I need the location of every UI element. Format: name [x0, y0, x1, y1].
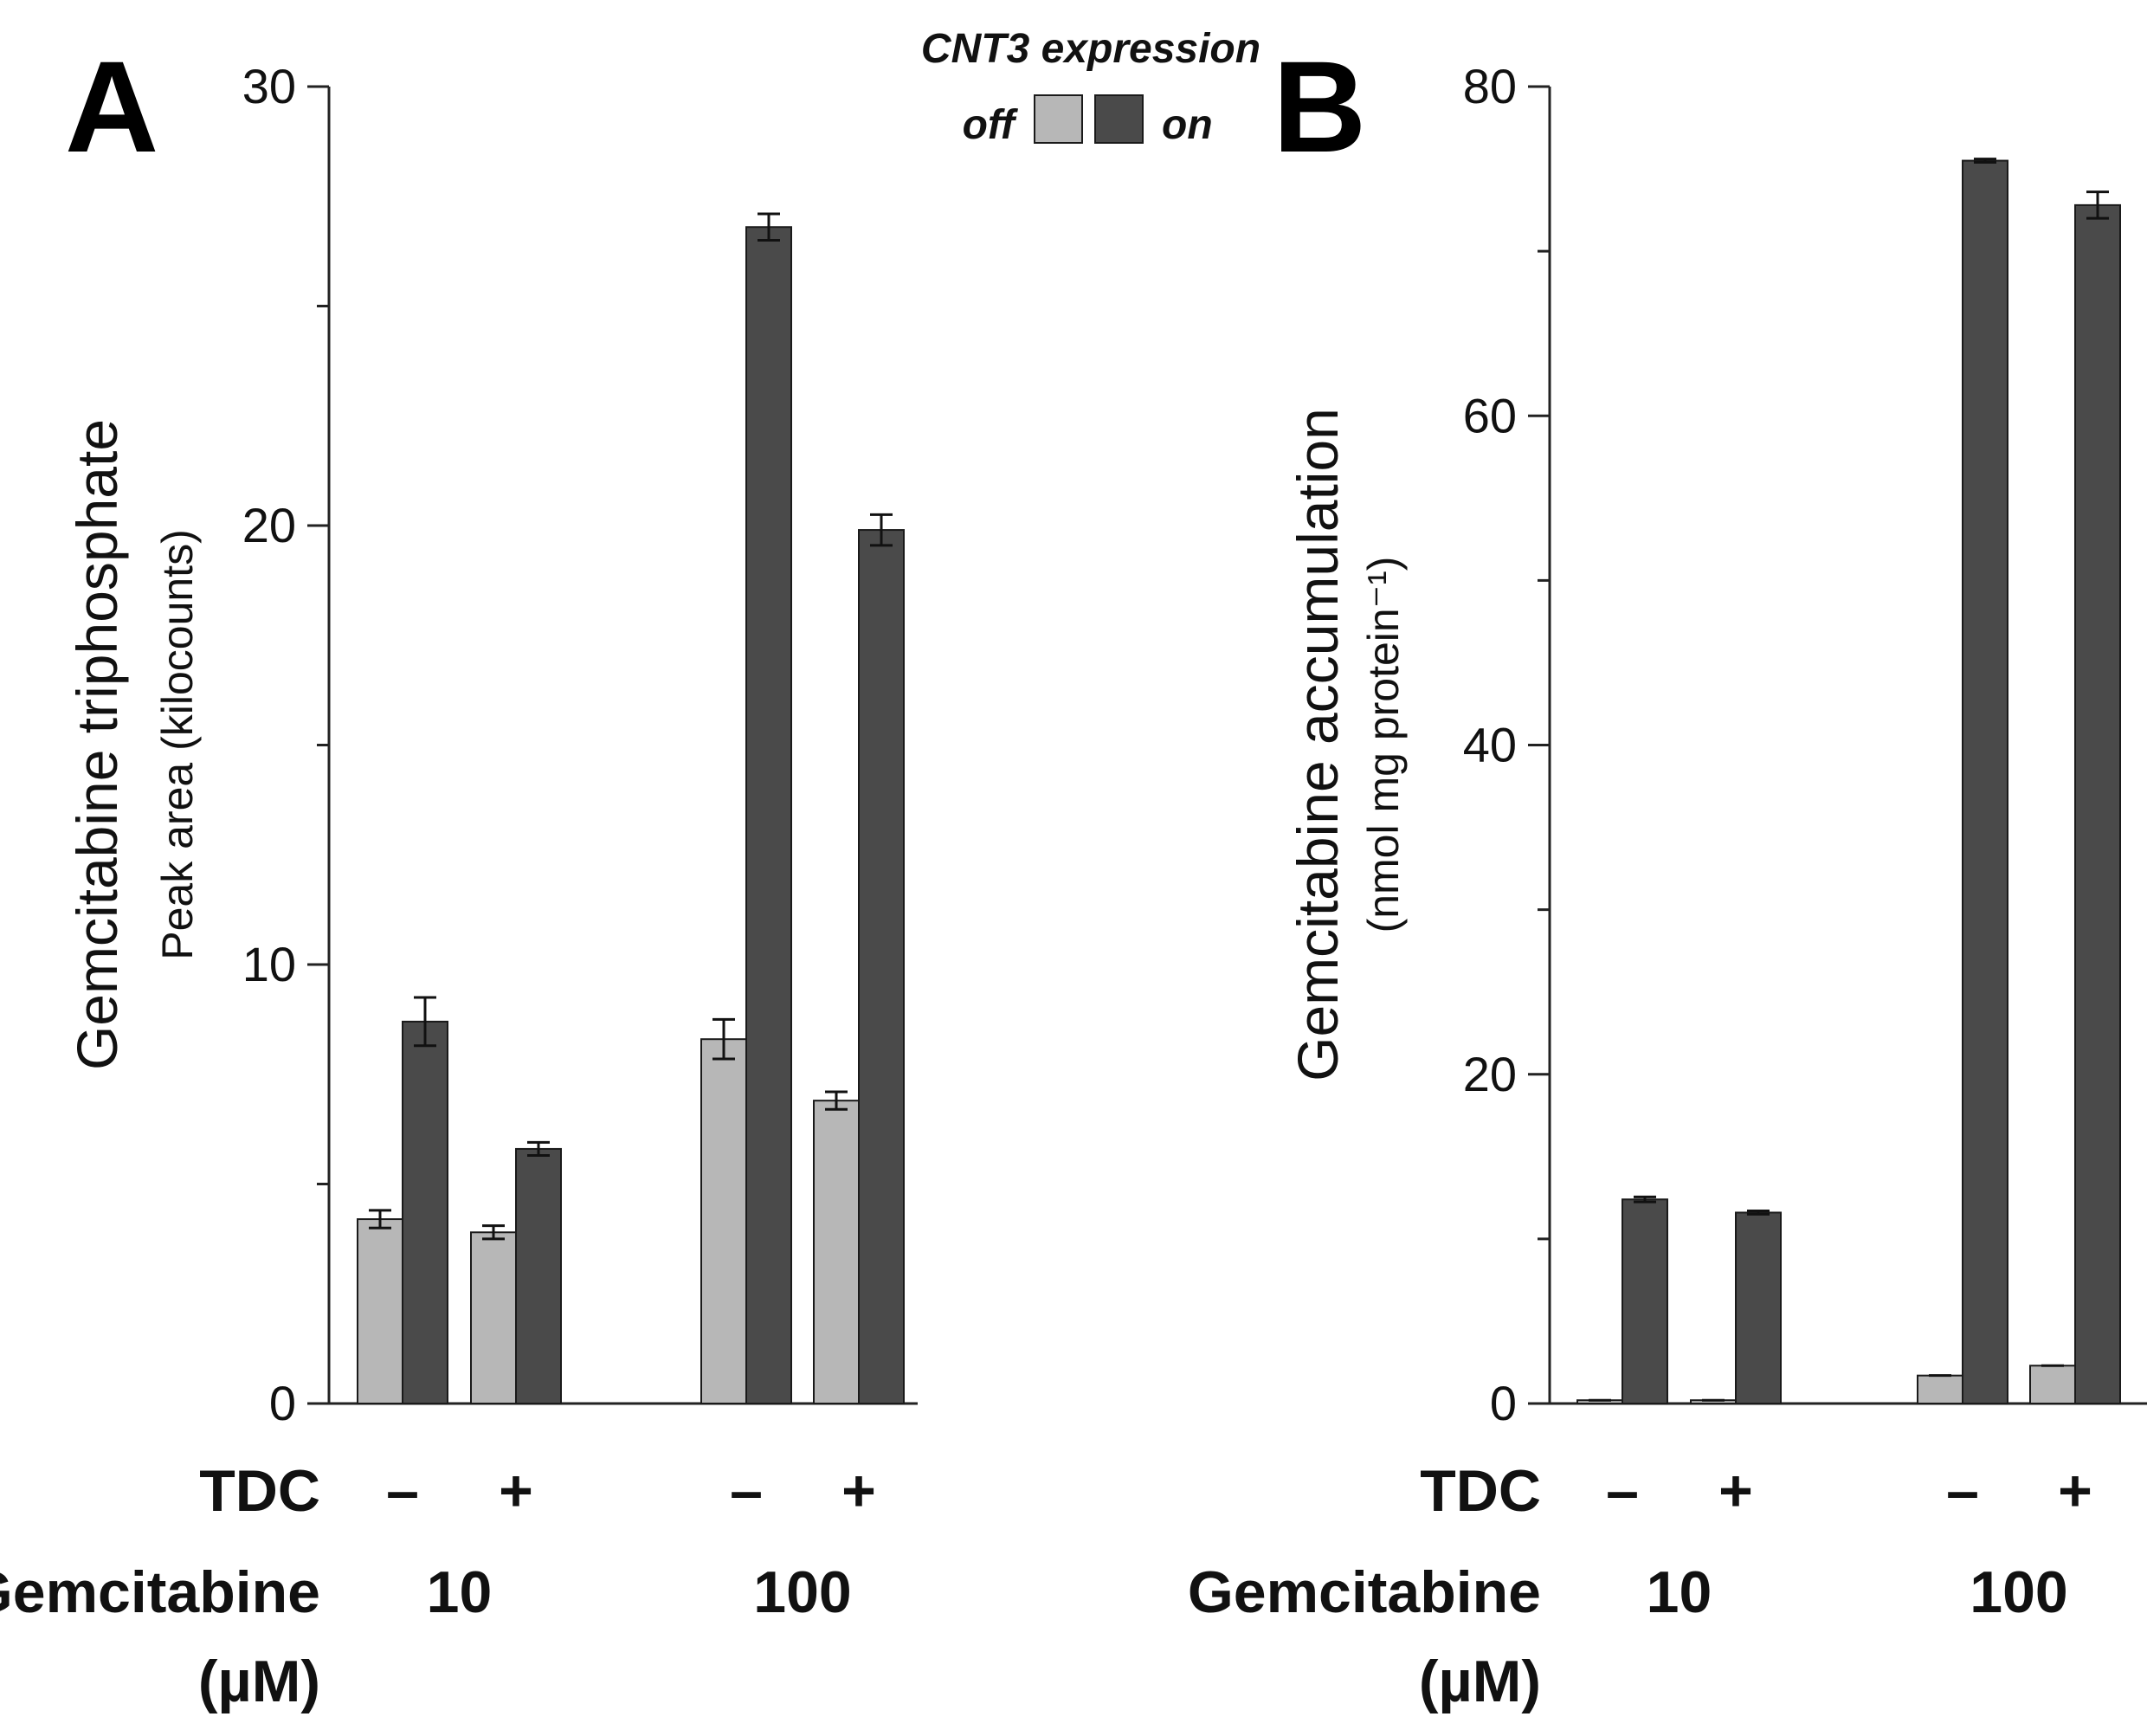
y-axis-title-a: Gemcitabine triphosphate [65, 419, 129, 1070]
bar-a-off-4 [813, 1100, 860, 1405]
bar-a-on-2 [515, 1147, 562, 1404]
gemcitabine-unit-label-b: (µM) [1419, 1649, 1541, 1714]
bar-b-on-2 [1735, 1211, 1782, 1404]
legend-title: CNT3 expression [921, 26, 1260, 72]
bar-a-on-1 [402, 1020, 448, 1405]
gemcitabine-dose-b-2: 100 [1970, 1559, 2067, 1625]
gemcitabine-unit-label-a: (µM) [198, 1649, 320, 1714]
bar-b-off-3 [1917, 1374, 1963, 1404]
bar-b-off-4 [2029, 1365, 2076, 1404]
y-axis-title-b: Gemcitabine accumulation [1286, 408, 1350, 1081]
tdc-sign-a-1: – [386, 1458, 419, 1524]
gemcitabine-dose-b-1: 10 [1647, 1559, 1712, 1625]
gemcitabine-dose-a-2: 100 [753, 1559, 851, 1625]
bar-a-off-2 [470, 1231, 517, 1405]
y-tick-label-b: 60 [1463, 388, 1517, 442]
y-tick-label-a: 20 [242, 498, 296, 552]
y-tick-label-b: 40 [1463, 718, 1517, 772]
bar-b-on-4 [2074, 203, 2121, 1404]
gemcitabine-row-label-a: Gemcitabine [0, 1559, 320, 1625]
bar-b-on-1 [1622, 1198, 1668, 1404]
y-tick-label-b: 80 [1463, 59, 1517, 113]
legend-off-label: off [963, 102, 1018, 148]
bar-b-on-3 [1962, 159, 2008, 1404]
y-axis-subtitle-a: Peak area (kilocounts) [153, 529, 202, 959]
y-tick-label-b: 0 [1490, 1376, 1517, 1430]
legend-on-label: on [1162, 102, 1213, 148]
legend-off-swatch [1034, 94, 1083, 144]
gemcitabine-row-label-b: Gemcitabine [1188, 1559, 1541, 1625]
legend-on-swatch [1094, 94, 1144, 144]
bar-a-on-4 [858, 529, 905, 1404]
y-tick-label-a: 0 [269, 1376, 296, 1430]
tdc-sign-a-4: + [841, 1458, 876, 1524]
tdc-sign-b-4: + [2058, 1458, 2092, 1524]
y-tick-label-a: 10 [242, 937, 296, 991]
tdc-sign-b-1: – [1606, 1458, 1639, 1524]
bar-a-on-3 [745, 226, 792, 1404]
bar-a-off-1 [357, 1218, 403, 1405]
tdc-sign-a-2: + [499, 1458, 533, 1524]
tdc-sign-a-3: – [730, 1458, 763, 1524]
y-axis-subtitle-b: (nmol mg protein⁻¹) [1359, 557, 1408, 933]
tdc-sign-b-2: + [1718, 1458, 1753, 1524]
y-tick-label-a: 30 [242, 59, 296, 113]
tdc-row-label-b: TDC [1420, 1458, 1541, 1524]
y-tick-label-b: 20 [1463, 1047, 1517, 1101]
panel-letter-a: A [65, 34, 158, 179]
panel-letter-b: B [1273, 34, 1366, 179]
tdc-row-label-a: TDC [199, 1458, 320, 1524]
gemcitabine-dose-a-1: 10 [427, 1559, 493, 1625]
bar-a-off-3 [700, 1038, 747, 1404]
tdc-sign-b-3: – [1946, 1458, 1979, 1524]
